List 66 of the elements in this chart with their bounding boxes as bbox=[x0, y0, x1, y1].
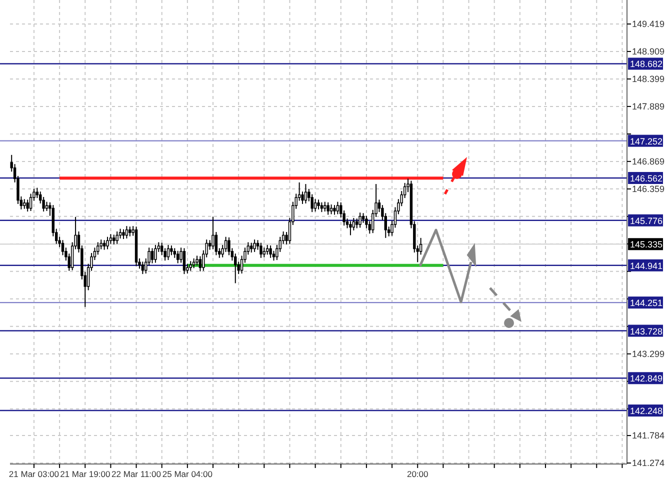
ref-line-label: 148.682 bbox=[630, 59, 663, 70]
candlestick bbox=[116, 230, 118, 244]
candlestick bbox=[189, 260, 192, 272]
candlestick bbox=[314, 198, 317, 212]
candlestick bbox=[356, 218, 358, 229]
candlestick bbox=[320, 202, 324, 213]
candlestick bbox=[29, 193, 32, 212]
y-tick-label: 148.399 bbox=[632, 74, 665, 84]
ref-line-label: 145.335 bbox=[630, 240, 663, 250]
candlestick bbox=[23, 198, 26, 210]
ref-line-label: 142.849 bbox=[630, 374, 663, 384]
y-tick-label: 148.909 bbox=[632, 46, 665, 56]
y-tick-label: 149.419 bbox=[632, 18, 665, 29]
y-tick-label: 146.869 bbox=[632, 156, 665, 166]
candlestick bbox=[45, 201, 48, 212]
candlestick bbox=[330, 204, 333, 215]
candlestick bbox=[253, 239, 256, 252]
y-tick-label: 141.274 bbox=[632, 458, 665, 468]
candlestick bbox=[141, 261, 144, 275]
candlestick bbox=[106, 236, 109, 250]
ref-line-label: 143.728 bbox=[630, 326, 663, 336]
candlestick bbox=[102, 240, 106, 250]
candlestick bbox=[250, 242, 253, 253]
y-tick-label: 146.359 bbox=[632, 184, 665, 194]
candlestick bbox=[198, 256, 202, 272]
candlestick bbox=[349, 220, 352, 236]
candlestick bbox=[326, 202, 330, 216]
candlestick bbox=[358, 212, 362, 228]
candlestick bbox=[260, 242, 262, 258]
candlestick bbox=[128, 226, 132, 237]
candlestick bbox=[324, 201, 326, 212]
candlestick bbox=[166, 244, 170, 261]
x-tick-label: 22 Mar 11:00 bbox=[112, 469, 162, 480]
candlestick bbox=[317, 199, 320, 210]
candlestick bbox=[170, 244, 173, 256]
candlestick bbox=[262, 247, 266, 258]
candlestick bbox=[266, 244, 269, 256]
candlestick bbox=[333, 204, 336, 216]
x-tick-label: 25 Mar 04:00 bbox=[162, 469, 213, 480]
x-tick-label: 20:00 bbox=[406, 469, 429, 480]
candlestick bbox=[212, 216, 214, 250]
y-tick-label: 141.784 bbox=[632, 430, 665, 440]
x-tick-label: 21 Mar 19:00 bbox=[60, 469, 110, 480]
candlestick bbox=[304, 184, 308, 204]
candlestick bbox=[26, 199, 29, 212]
y-tick-label: 143.299 bbox=[632, 348, 665, 359]
x-tick-label: 21 Mar 03:00 bbox=[8, 469, 60, 480]
ref-line-label: 144.251 bbox=[630, 298, 663, 308]
ref-line-label: 147.252 bbox=[630, 136, 663, 146]
candlestick bbox=[269, 244, 272, 258]
candlestick bbox=[154, 244, 157, 264]
ref-line-label: 142.248 bbox=[630, 406, 663, 416]
candlestick bbox=[122, 228, 125, 240]
candlestick bbox=[352, 217, 356, 231]
ref-line-label: 145.776 bbox=[630, 216, 663, 226]
candlestick bbox=[125, 226, 128, 239]
ref-line-label: 146.562 bbox=[630, 173, 663, 184]
y-tick-label: 147.889 bbox=[632, 101, 665, 112]
candlestick bbox=[182, 248, 186, 275]
candlestick bbox=[196, 255, 198, 266]
candlestick bbox=[336, 201, 340, 215]
candlestick bbox=[150, 248, 154, 264]
candlestick bbox=[176, 250, 180, 264]
candlestick bbox=[112, 234, 116, 245]
ref-line-label: 144.941 bbox=[630, 260, 663, 271]
candlestick bbox=[192, 258, 196, 269]
